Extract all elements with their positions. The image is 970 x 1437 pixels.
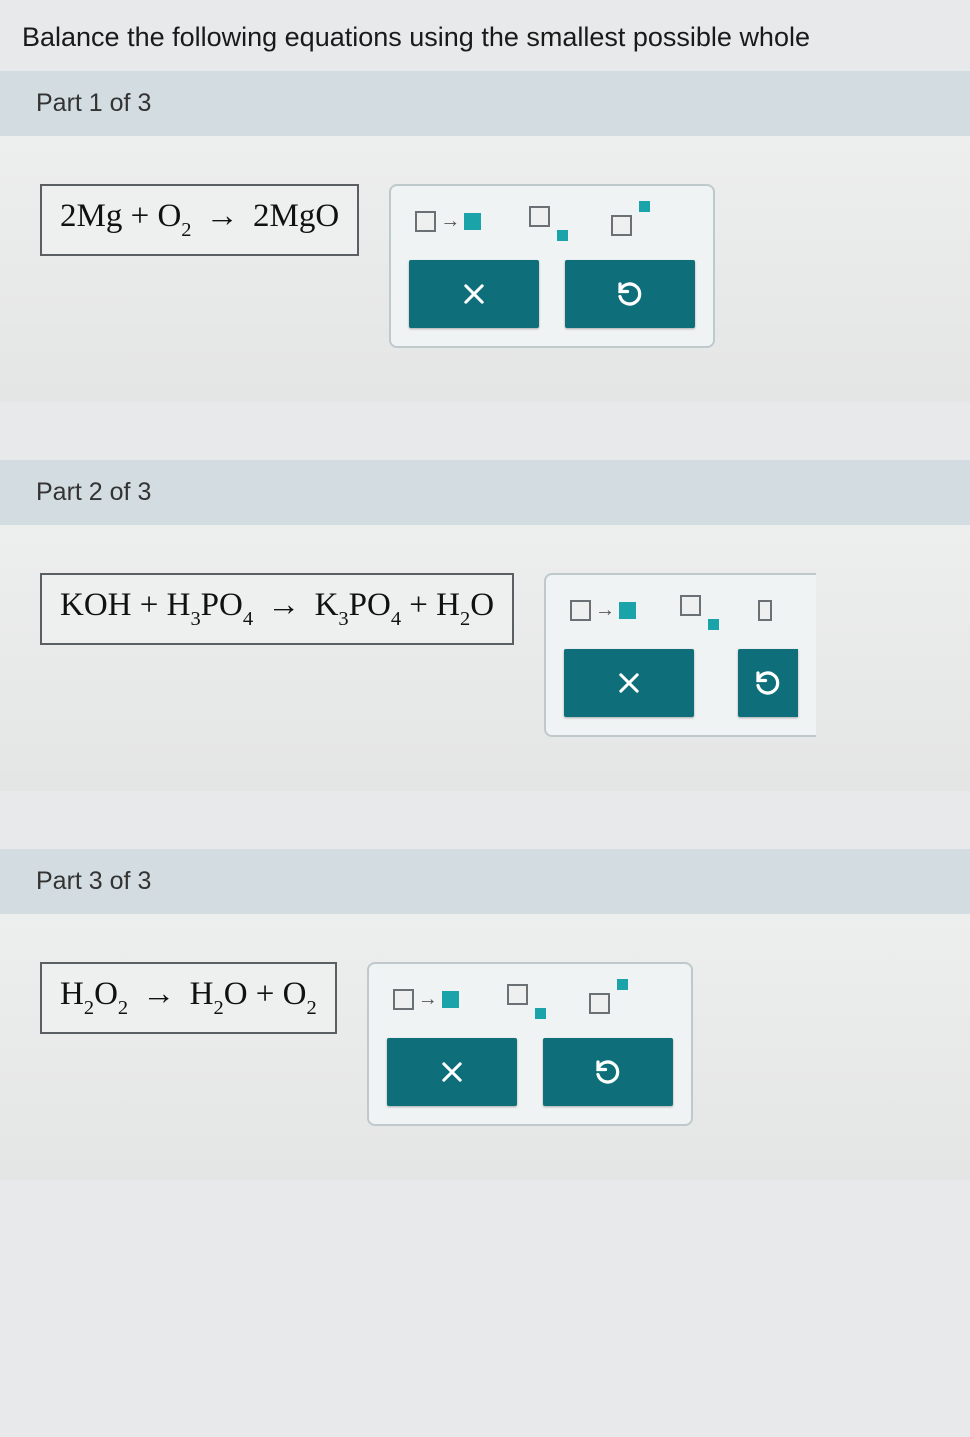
close-icon: [615, 669, 643, 697]
close-icon: [438, 1058, 466, 1086]
superscript-tool-clipped[interactable]: [758, 593, 772, 627]
undo-icon: [615, 279, 645, 309]
part-3: Part 3 of 3 H2O2 → H2O + O2 →: [0, 849, 970, 1180]
subscript-tool[interactable]: [680, 595, 714, 625]
equation-input-3[interactable]: H2O2 → H2O + O2: [40, 962, 337, 1034]
close-icon: [460, 280, 488, 308]
subscript-tool[interactable]: [529, 206, 563, 236]
part-1: Part 1 of 3 2Mg + O2 → 2MgO →: [0, 71, 970, 402]
undo-button[interactable]: [738, 649, 798, 717]
clear-button[interactable]: [564, 649, 694, 717]
undo-button[interactable]: [543, 1038, 673, 1106]
subscript-tool[interactable]: [507, 984, 541, 1014]
instruction-text: Balance the following equations using th…: [0, 0, 970, 71]
part-1-header: Part 1 of 3: [0, 71, 970, 136]
toolbox-2: →: [544, 573, 816, 737]
part-2-header: Part 2 of 3: [0, 460, 970, 525]
superscript-tool[interactable]: [589, 984, 623, 1014]
part-2: Part 2 of 3 KOH + H3PO4 → K3PO4 + H2O →: [0, 460, 970, 791]
toolbox-1: →: [389, 184, 715, 348]
clear-button[interactable]: [387, 1038, 517, 1106]
undo-icon: [753, 668, 783, 698]
clear-button[interactable]: [409, 260, 539, 328]
equation-input-1[interactable]: 2Mg + O2 → 2MgO: [40, 184, 359, 256]
reaction-arrow-tool[interactable]: →: [415, 204, 481, 238]
toolbox-3: →: [367, 962, 693, 1126]
reaction-arrow-tool[interactable]: →: [393, 982, 459, 1016]
reaction-arrow-tool[interactable]: →: [570, 593, 636, 627]
undo-icon: [593, 1057, 623, 1087]
undo-button[interactable]: [565, 260, 695, 328]
equation-input-2[interactable]: KOH + H3PO4 → K3PO4 + H2O: [40, 573, 514, 645]
part-3-header: Part 3 of 3: [0, 849, 970, 914]
superscript-tool[interactable]: [611, 206, 645, 236]
